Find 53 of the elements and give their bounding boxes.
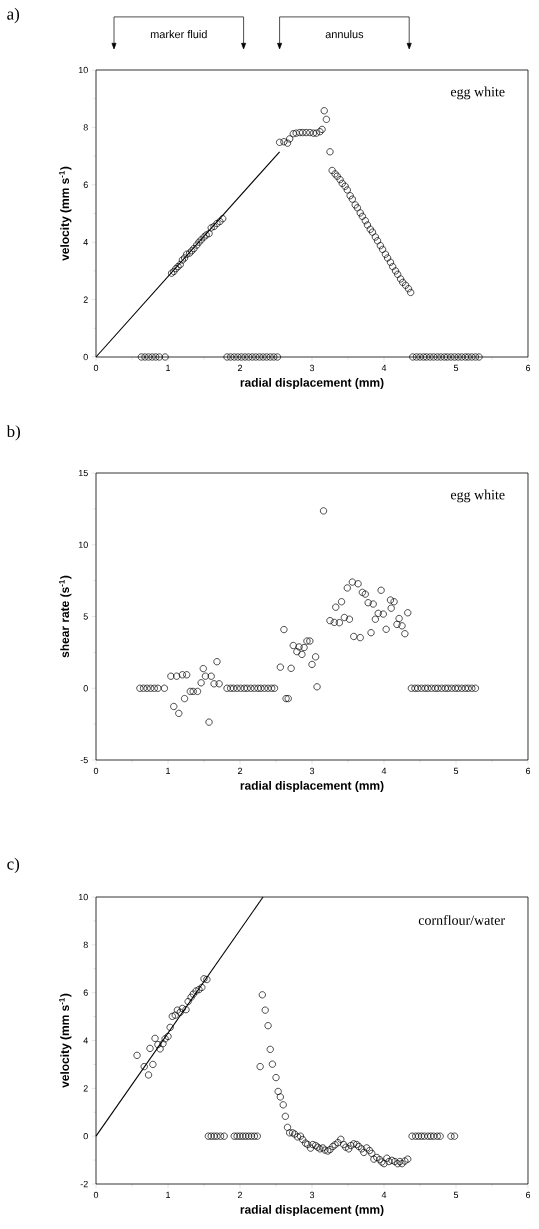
y-tick-label: 8	[83, 941, 88, 949]
y-tick-label: 5	[83, 613, 88, 620]
x-tick-label: 1	[166, 364, 171, 371]
chart-title: a)	[7, 7, 20, 24]
y-tick-label: 10	[78, 893, 88, 901]
x-tick-label: 1	[166, 1191, 171, 1198]
x-tick-label: 6	[525, 364, 531, 372]
y-tick-label: 8	[83, 124, 88, 131]
y-tick-label: 0	[83, 1133, 88, 1140]
y-tick-label: 6	[83, 181, 88, 188]
chart-title: b)	[6, 425, 20, 441]
y-tick-label: 2	[83, 1085, 88, 1092]
annotation: cornflour/water	[418, 914, 505, 925]
y-tick-label: 6	[83, 989, 88, 996]
x-tick-label: 2	[237, 1191, 243, 1199]
x-axis-title: radial displacement (mm)	[240, 780, 384, 793]
x-tick-label: 0	[93, 1191, 99, 1199]
x-tick-label: 6	[525, 767, 531, 775]
y-tick-label: 4	[83, 1037, 88, 1044]
x-tick-label: 2	[237, 767, 243, 775]
y-tick-label: 0	[83, 353, 88, 361]
x-tick-label: 5	[453, 767, 459, 775]
x-tick-label: 4	[381, 1191, 387, 1198]
annotation: egg white	[450, 489, 505, 503]
x-tick-label: 0	[93, 767, 99, 775]
x-tick-label: 1	[166, 767, 171, 774]
x-tick-label: 5	[453, 364, 459, 372]
y-tick-label: 10	[78, 541, 88, 548]
y-tick-label: 15	[78, 469, 88, 477]
x-tick-label: 3	[309, 767, 315, 775]
text: marker fluid	[150, 30, 207, 39]
y-axis-title: velocity (mm s$^{-1}$)	[59, 993, 72, 1088]
y-tick-label: -5	[80, 756, 88, 764]
x-tick-label: 4	[381, 364, 387, 371]
y-axis-title: shear rate (s$^{-1}$)	[59, 575, 72, 658]
x-tick-label: 3	[309, 364, 315, 372]
y-tick-label: 4	[83, 239, 88, 246]
y-tick-label: 0	[83, 685, 88, 692]
x-tick-label: 6	[525, 1191, 531, 1199]
y-tick-label: 2	[83, 296, 88, 303]
x-tick-label: 2	[237, 364, 243, 372]
x-axis-title: radial displacement (mm)	[240, 377, 384, 390]
x-tick-label: 5	[453, 1191, 459, 1199]
y-tick-label: 10	[78, 66, 88, 74]
x-axis-title: radial displacement (mm)	[240, 1204, 384, 1217]
text: annulus	[325, 30, 364, 39]
x-tick-label: 0	[93, 364, 99, 372]
annotation: egg white	[450, 86, 505, 100]
y-axis-title: velocity (mm s$^{-1}$)	[59, 166, 72, 261]
x-tick-label: 4	[381, 767, 387, 774]
x-tick-label: 3	[309, 1191, 315, 1199]
y-tick-label: -2	[80, 1180, 88, 1188]
chart-title: c)	[7, 857, 20, 874]
